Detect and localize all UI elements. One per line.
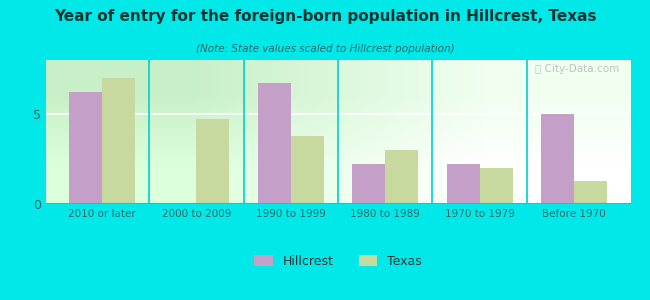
Bar [574,181,607,204]
Bar [291,136,324,204]
Bar [69,92,102,204]
Bar [447,164,480,204]
Legend: Hillcrest, Texas: Hillcrest, Texas [249,250,427,273]
Bar [196,119,229,204]
Text: Year of entry for the foreign-born population in Hillcrest, Texas: Year of entry for the foreign-born popul… [54,9,596,24]
Bar [385,150,418,204]
Text: (Note: State values scaled to Hillcrest population): (Note: State values scaled to Hillcrest … [196,44,454,53]
Bar [258,83,291,204]
Bar [480,168,513,204]
Bar [352,164,385,204]
Bar [541,114,574,204]
Text: Ⓢ City-Data.com: Ⓢ City-Data.com [534,64,619,74]
Bar [102,78,135,204]
